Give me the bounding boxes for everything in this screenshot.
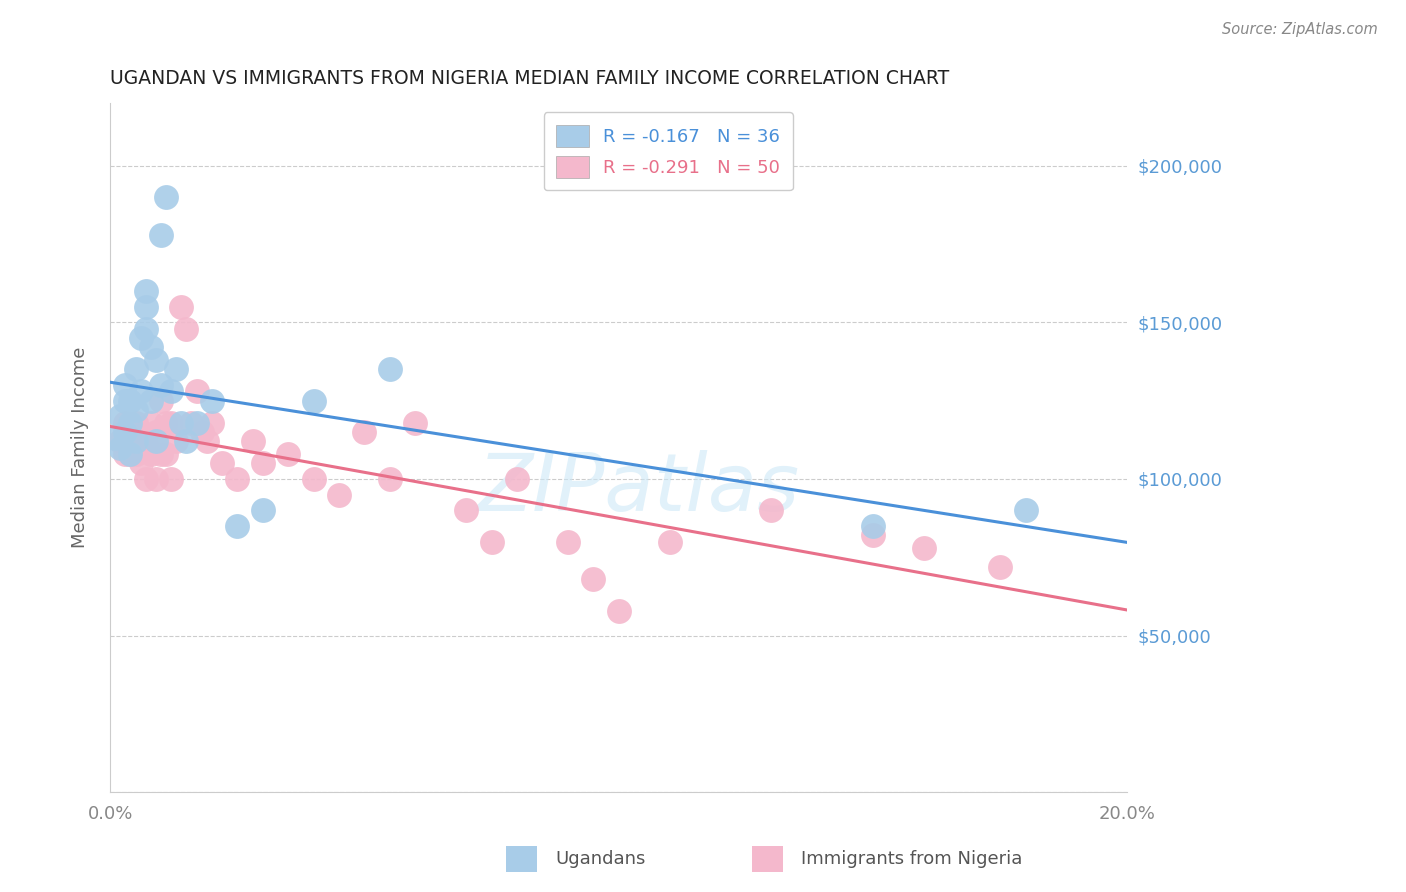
Point xyxy=(124,447,146,461)
Point xyxy=(226,519,249,533)
Point xyxy=(186,384,208,399)
Point xyxy=(277,447,299,461)
Point xyxy=(124,362,146,376)
Point xyxy=(201,393,224,408)
Point xyxy=(124,434,146,449)
Point xyxy=(456,503,478,517)
Point xyxy=(176,321,198,335)
Point xyxy=(124,416,146,430)
Point xyxy=(145,425,167,439)
Point xyxy=(139,447,162,461)
Point xyxy=(378,472,401,486)
Point xyxy=(129,384,152,399)
Text: Source: ZipAtlas.com: Source: ZipAtlas.com xyxy=(1222,22,1378,37)
Point xyxy=(180,416,202,430)
Point xyxy=(242,434,264,449)
Point xyxy=(155,447,177,461)
Point xyxy=(120,447,142,461)
Point xyxy=(404,416,426,430)
Legend: R = -0.167   N = 36, R = -0.291   N = 50: R = -0.167 N = 36, R = -0.291 N = 50 xyxy=(544,112,793,190)
Point xyxy=(481,534,503,549)
Point xyxy=(160,416,183,430)
Point xyxy=(155,190,177,204)
Point xyxy=(104,431,127,445)
Point xyxy=(149,447,172,461)
Point xyxy=(176,434,198,449)
Point xyxy=(165,434,187,449)
Point xyxy=(160,384,183,399)
Point xyxy=(378,362,401,376)
Point xyxy=(114,378,136,392)
Point xyxy=(170,300,193,314)
Text: Immigrants from Nigeria: Immigrants from Nigeria xyxy=(801,850,1022,868)
Point xyxy=(114,393,136,408)
Point xyxy=(170,416,193,430)
Point xyxy=(252,456,274,470)
Point xyxy=(145,434,167,449)
Text: ZIPatlas: ZIPatlas xyxy=(478,450,800,528)
Y-axis label: Median Family Income: Median Family Income xyxy=(72,347,89,549)
Point xyxy=(139,340,162,354)
Point xyxy=(114,447,136,461)
Point xyxy=(135,472,157,486)
Point xyxy=(155,416,177,430)
Point xyxy=(160,472,183,486)
Point xyxy=(139,416,162,430)
Point xyxy=(129,425,152,439)
Point xyxy=(862,519,884,533)
Point xyxy=(506,472,529,486)
Point xyxy=(145,472,167,486)
Point xyxy=(988,559,1011,574)
Point xyxy=(145,352,167,367)
Point xyxy=(582,572,605,586)
Point xyxy=(124,403,146,417)
Point xyxy=(761,503,783,517)
Point xyxy=(557,534,579,549)
Point xyxy=(149,393,172,408)
Point xyxy=(226,472,249,486)
Point xyxy=(302,472,325,486)
Point xyxy=(165,362,187,376)
Point xyxy=(211,456,233,470)
Point xyxy=(120,447,142,461)
Point xyxy=(1015,503,1038,517)
Point xyxy=(328,488,350,502)
Point xyxy=(190,425,212,439)
Point xyxy=(114,425,136,439)
Point xyxy=(110,434,132,449)
Point xyxy=(302,393,325,408)
Point xyxy=(135,434,157,449)
Point xyxy=(201,416,224,430)
Point xyxy=(607,603,630,617)
Text: UGANDAN VS IMMIGRANTS FROM NIGERIA MEDIAN FAMILY INCOME CORRELATION CHART: UGANDAN VS IMMIGRANTS FROM NIGERIA MEDIA… xyxy=(110,69,949,87)
Point xyxy=(114,416,136,430)
Point xyxy=(149,378,172,392)
Point xyxy=(129,331,152,345)
Point xyxy=(186,416,208,430)
Point xyxy=(862,528,884,542)
Point xyxy=(252,503,274,517)
Point xyxy=(110,441,132,455)
Point xyxy=(135,300,157,314)
Point xyxy=(120,393,142,408)
Point xyxy=(120,416,142,430)
Point xyxy=(912,541,935,555)
Point xyxy=(658,534,681,549)
Point xyxy=(149,227,172,242)
Point xyxy=(135,321,157,335)
Point xyxy=(120,425,142,439)
Point xyxy=(139,393,162,408)
Text: Ugandans: Ugandans xyxy=(555,850,645,868)
Point xyxy=(353,425,375,439)
Point xyxy=(129,456,152,470)
Point xyxy=(195,434,218,449)
Point xyxy=(110,409,132,424)
Point xyxy=(135,284,157,298)
